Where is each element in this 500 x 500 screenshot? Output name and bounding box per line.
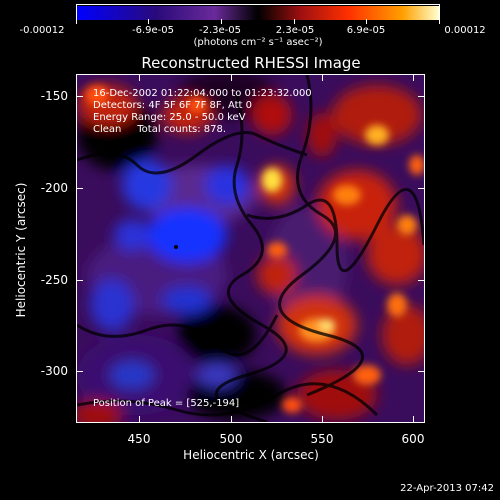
peak-position-text: Position of Peak = [525,-194] <box>93 398 240 409</box>
energy-range-text: Energy Range: 25.0 - 50.0 keV <box>93 112 246 123</box>
x-tick-label: 500 <box>219 432 243 446</box>
rhessi-image <box>77 75 424 422</box>
x-tick-label: 450 <box>127 432 151 446</box>
x-axis-title: Heliocentric X (arcsec) <box>183 448 319 462</box>
detectors-text: Detectors: 4F 5F 6F 7F 8F, Att 0 <box>93 100 253 111</box>
y-tick-label: -300 <box>40 364 68 378</box>
y-tick-label: -150 <box>40 89 68 103</box>
y-tick-label: -250 <box>40 273 68 287</box>
clean-counts-text: Clean Total counts: 878. <box>93 124 227 135</box>
colorbar-label: -0.00012 <box>19 25 65 36</box>
time-range-text: 16-Dec-2002 01:22:04.000 to 01:23:32.000 <box>93 88 312 99</box>
colorbar-label: -2.3e-05 <box>199 25 241 36</box>
image-plot[interactable] <box>76 74 425 423</box>
y-tick-label: -200 <box>40 181 68 195</box>
x-tick-label: 550 <box>310 432 334 446</box>
plot-title: Reconstructed RHESSI Image <box>141 54 361 72</box>
colorbar <box>76 4 440 20</box>
y-axis-title: Heliocentric Y (arcsec) <box>14 182 28 318</box>
colorbar-label: 6.9e-05 <box>346 25 386 36</box>
colorbar-gradient <box>77 6 439 20</box>
colorbar-label: -6.9e-05 <box>132 25 174 36</box>
colorbar-unit: (photons cm⁻² s⁻¹ asec⁻²) <box>193 37 323 48</box>
x-tick-label: 600 <box>401 432 425 446</box>
timestamp: 22-Apr-2013 07:42 <box>400 483 494 494</box>
colorbar-label: 0.00012 <box>444 25 486 36</box>
peak-marker <box>174 245 178 249</box>
colorbar-label: 2.3e-05 <box>275 25 315 36</box>
